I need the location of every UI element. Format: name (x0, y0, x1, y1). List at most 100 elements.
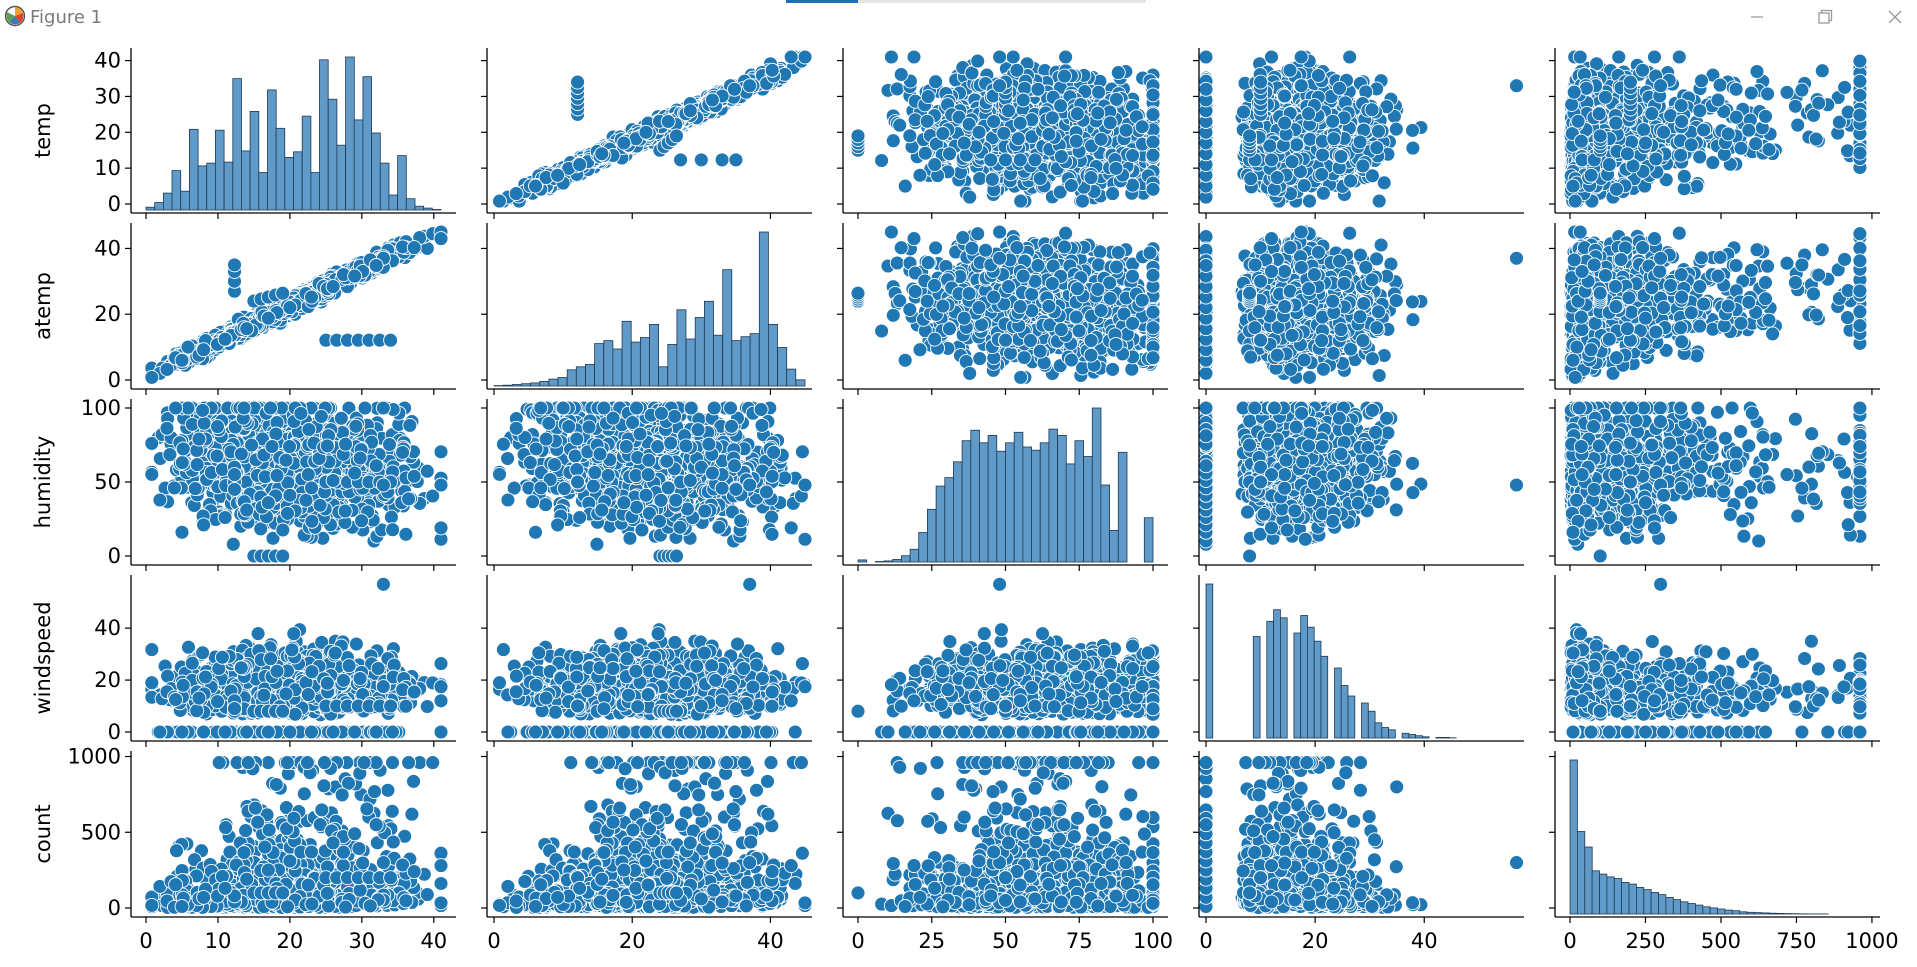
window-titlebar: Figure 1 (0, 0, 1917, 34)
scatter-point (1042, 127, 1056, 141)
scatter-point (1265, 50, 1279, 64)
scatter-point (1070, 107, 1084, 121)
hist-bar (432, 210, 441, 211)
scatter-point (1693, 150, 1707, 164)
scatter-point (943, 147, 957, 161)
scatter-point (1406, 141, 1420, 155)
hist-bar (224, 162, 233, 210)
hist-bar (259, 173, 268, 211)
hist-bar (346, 57, 355, 210)
scatter-point (1812, 96, 1826, 110)
hist-bar (207, 163, 216, 210)
scatter-point (1311, 69, 1325, 83)
minimize-icon[interactable] (1734, 4, 1780, 30)
matplotlib-app-icon (4, 5, 26, 27)
scatter-point (886, 134, 900, 148)
scatter-point (1612, 50, 1626, 64)
scatter-point (1076, 194, 1090, 208)
restore-icon[interactable] (1802, 4, 1848, 30)
scatter-point (973, 172, 987, 186)
scatter-point (1146, 148, 1160, 162)
close-icon[interactable] (1872, 4, 1917, 30)
scatter-point (1788, 99, 1802, 113)
scatter-point (1729, 110, 1743, 124)
scatter-point (1146, 135, 1160, 149)
scatter-point (1016, 93, 1030, 107)
scatter-point (1690, 179, 1704, 193)
scatter-point (894, 68, 908, 82)
scatter-point (1146, 108, 1160, 122)
hist-bar (241, 151, 250, 210)
scatter-point (765, 63, 779, 77)
scatter-point (875, 154, 889, 168)
scatter-point (1094, 132, 1108, 146)
panel-temp-vs-humidity (843, 48, 1168, 213)
scatter-point (1119, 123, 1133, 137)
scatter-point (1297, 179, 1311, 193)
scatter-point (1285, 155, 1299, 169)
scatter-point (1677, 182, 1691, 196)
scatter-point (1791, 118, 1805, 132)
scatter-point (1353, 135, 1367, 149)
scatter-point (571, 75, 585, 89)
scatter-point (617, 136, 631, 150)
scatter-point (993, 50, 1007, 64)
scatter-point (1237, 105, 1251, 119)
scatter-point (1054, 150, 1068, 164)
scatter-point (493, 194, 507, 208)
scatter-point (1677, 169, 1691, 183)
scatter-point (1013, 116, 1027, 130)
scatter-point (1109, 161, 1123, 175)
hist-bar (363, 77, 372, 210)
hist-bar (285, 157, 294, 210)
hist-bar (268, 90, 277, 210)
scatter-point (1103, 116, 1117, 130)
scatter-point (1672, 50, 1686, 64)
scatter-point (1315, 167, 1329, 181)
scatter-point (1031, 82, 1045, 96)
scatter-point (1389, 122, 1403, 136)
scatter-point (595, 147, 609, 161)
scatter-point (1006, 50, 1020, 64)
scatter-point (898, 179, 912, 193)
scatter-point (1126, 149, 1140, 163)
hist-bar (250, 111, 259, 210)
scatter-point (573, 158, 587, 172)
scatter-point (1059, 50, 1073, 64)
scatter-point (1033, 172, 1047, 186)
scatter-point (509, 187, 523, 201)
hist-bar (233, 79, 242, 210)
scatter-point (1294, 50, 1308, 64)
scatter-point (1106, 187, 1120, 201)
hist-bar (320, 60, 329, 210)
pairplot-grid: 010203040temp02040atemp050100humidity020… (31, 48, 1899, 953)
scatter-point (1013, 153, 1027, 167)
panel-temp-vs-count (1555, 48, 1880, 213)
scatter-point (1749, 137, 1763, 151)
scatter-point (1054, 99, 1068, 113)
scatter-point (1270, 171, 1284, 185)
scatter-point (1809, 132, 1823, 146)
pairplot-figure: 010203040temp02040atemp050100humidity020… (0, 34, 1917, 967)
scatter-point (1028, 153, 1042, 167)
hist-bar (380, 163, 389, 210)
hist-bar (215, 130, 224, 210)
scatter-point (715, 153, 729, 167)
scatter-point (984, 153, 998, 167)
scatter-point (972, 125, 986, 139)
scatter-point (683, 104, 697, 118)
scatter-point (694, 153, 708, 167)
scatter-point (1084, 171, 1098, 185)
scatter-point (1370, 141, 1384, 155)
scatter-point (1406, 123, 1420, 137)
scatter-point (997, 126, 1011, 140)
scatter-point (1327, 132, 1341, 146)
scatter-point (1069, 134, 1083, 148)
scatter-point (1697, 123, 1711, 137)
hist-bar (311, 173, 320, 211)
scatter-point (921, 90, 935, 104)
scatter-point (851, 129, 865, 143)
hist-bar (354, 120, 363, 210)
hist-bar (389, 195, 398, 210)
scatter-point (1146, 88, 1160, 102)
